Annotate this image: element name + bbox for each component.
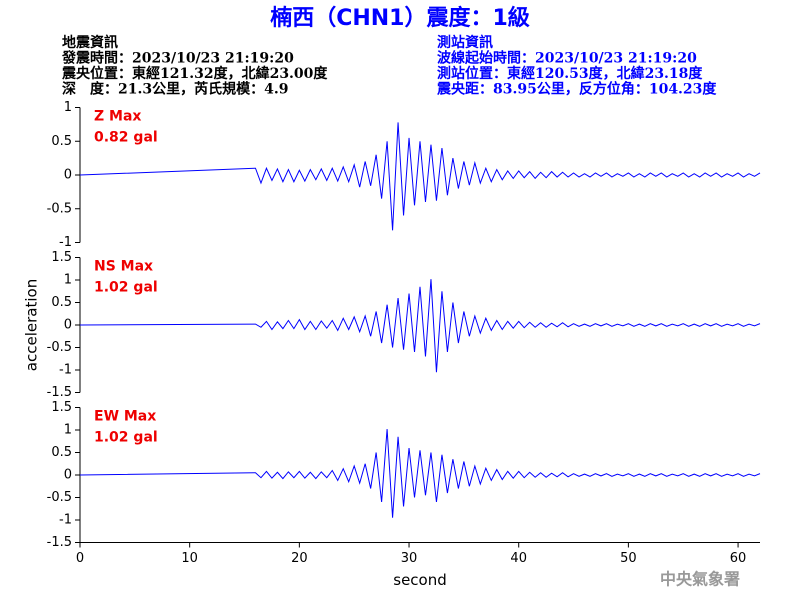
y-tick-label: 1.5 <box>51 250 72 265</box>
y-tick-label: 1 <box>64 273 72 288</box>
info-right: 測站資訊 <box>437 34 493 51</box>
y-tick-label: 0.5 <box>51 134 72 149</box>
y-tick-label: -1 <box>59 363 72 378</box>
panel-max: 0.82 gal <box>94 130 158 146</box>
y-tick-label: 0.5 <box>51 295 72 310</box>
info-right: 測站位置：東經120.53度，北緯23.18度 <box>437 65 703 82</box>
panel-label: NS Max <box>94 259 153 275</box>
y-tick-label: -1.5 <box>47 385 72 400</box>
title: 楠西（CHN1）震度：1級 <box>270 5 530 31</box>
x-tick-label: 30 <box>401 551 418 566</box>
trace <box>79 279 761 373</box>
info-right: 震央距：83.95公里，反方位角：104.23度 <box>436 81 717 98</box>
y-tick-label: -0.5 <box>47 490 72 505</box>
y-tick-label: -0.5 <box>47 340 72 355</box>
info-right: 波線起始時間：2023/10/23 21:19:20 <box>437 50 697 67</box>
info-left: 地震資訊 <box>62 34 118 51</box>
panel-label: EW Max <box>94 409 156 425</box>
y-tick-label: 0 <box>64 468 72 483</box>
y-tick-label: 1 <box>64 423 72 438</box>
panel-max: 1.02 gal <box>94 280 158 296</box>
y-tick-label: 0 <box>64 318 72 333</box>
x-tick-label: 40 <box>510 551 527 566</box>
x-tick-label: 60 <box>730 551 747 566</box>
trace <box>79 429 761 518</box>
info-left: 震央位置：東經121.32度，北緯23.00度 <box>61 65 328 82</box>
info-left: 發震時間：2023/10/23 21:19:20 <box>61 50 294 67</box>
y-axis-label: acceleration <box>23 279 41 371</box>
y-tick-label: -0.5 <box>47 201 72 216</box>
x-tick-label: 0 <box>76 551 84 566</box>
y-tick-label: 0.5 <box>51 445 72 460</box>
y-tick-label: -1 <box>59 513 72 528</box>
x-tick-label: 20 <box>291 551 308 566</box>
y-tick-label: 1 <box>64 100 72 115</box>
y-tick-label: 1.5 <box>51 400 72 415</box>
y-tick-label: 0 <box>64 168 72 183</box>
y-tick-label: -1.5 <box>47 535 72 550</box>
x-axis-label: second <box>393 571 447 589</box>
panel-label: Z Max <box>94 109 141 125</box>
x-tick-label: 10 <box>181 551 198 566</box>
panel-max: 1.02 gal <box>94 430 158 446</box>
trace <box>79 122 761 231</box>
x-tick-label: 50 <box>620 551 637 566</box>
info-left: 深 度：21.3公里，芮氏規模：4.9 <box>62 81 288 98</box>
footer: 中央氣象署 <box>660 570 740 589</box>
y-tick-label: -1 <box>59 235 72 250</box>
